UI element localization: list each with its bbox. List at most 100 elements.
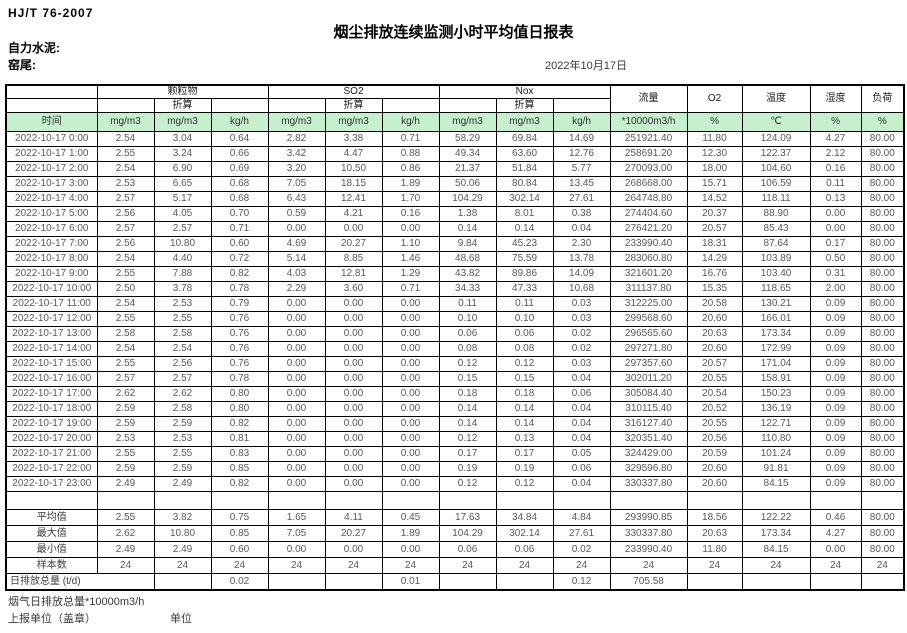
cell-value: 310115.40 bbox=[609, 401, 688, 417]
cell-value: 24 bbox=[809, 557, 862, 574]
cell-value: 0.00 bbox=[324, 356, 383, 372]
cell-value: 9.84 bbox=[438, 236, 497, 252]
header-group-pm: 颗粒物 bbox=[96, 84, 269, 99]
cell-value: 329596.80 bbox=[609, 461, 688, 477]
cell-value: 171.04 bbox=[741, 356, 811, 372]
cell-value: 0.06 bbox=[552, 386, 611, 402]
cell-value: 0.09 bbox=[809, 356, 862, 372]
cell-value: 2.58 bbox=[96, 326, 155, 342]
cell-value: 0.04 bbox=[552, 371, 611, 387]
cell-value: 80.00 bbox=[860, 356, 905, 372]
unit-cell: % bbox=[860, 112, 905, 132]
cell-value: 0.04 bbox=[552, 401, 611, 417]
cell-value: 87.64 bbox=[741, 236, 811, 252]
cell-value: 1.89 bbox=[381, 525, 440, 542]
cell-value: 84.15 bbox=[741, 476, 811, 492]
cell-value: 0.16 bbox=[809, 161, 862, 177]
cell-value: 24 bbox=[96, 557, 155, 574]
cell-value: 0.88 bbox=[381, 146, 440, 162]
cell-value: 0.09 bbox=[809, 431, 862, 447]
cell-value: 11.80 bbox=[686, 541, 743, 558]
cell-value: 24 bbox=[267, 557, 326, 574]
cell-value bbox=[860, 573, 905, 591]
cell-value: 296565.60 bbox=[609, 326, 688, 342]
cell-value: 10.80 bbox=[153, 525, 212, 542]
cell-value: 4.69 bbox=[267, 236, 326, 252]
cell-value: 0.12 bbox=[552, 573, 611, 591]
cell-time: 2022-10-17 0:00 bbox=[5, 131, 98, 147]
cell-value: 0.00 bbox=[267, 221, 326, 237]
cell-value: 2.54 bbox=[96, 296, 155, 312]
cell-value: 122.71 bbox=[741, 416, 811, 432]
cell-value: 0.64 bbox=[210, 131, 269, 147]
cell-value: 0.10 bbox=[495, 311, 554, 327]
header-blank bbox=[267, 98, 326, 113]
cell-value: 0.00 bbox=[381, 296, 440, 312]
cell-value: 0.00 bbox=[267, 341, 326, 357]
cell-value: 2.56 bbox=[96, 206, 155, 222]
unit-cell: ℃ bbox=[741, 112, 811, 132]
cell-value: 80.00 bbox=[860, 525, 905, 542]
cell-value: 2.55 bbox=[96, 266, 155, 282]
cell-value: 0.00 bbox=[381, 446, 440, 462]
cell-value: 0.71 bbox=[381, 131, 440, 147]
cell-value: 11.80 bbox=[686, 131, 743, 147]
cell-value: 2.59 bbox=[96, 461, 155, 477]
table-row: 2022-10-17 13:00 2.58 2.58 0.76 0.00 0.00 0.00… bbox=[5, 326, 905, 342]
summary-label: 最大值 bbox=[5, 525, 98, 542]
cell-value: 17.63 bbox=[438, 509, 497, 526]
cell-value: 24 bbox=[741, 557, 811, 574]
header-converted-pm: 折算 bbox=[153, 98, 212, 113]
cell-value: 0.02 bbox=[552, 341, 611, 357]
cell-time: 2022-10-17 19:00 bbox=[5, 416, 98, 432]
cell-value: 0.00 bbox=[267, 431, 326, 447]
cell-value: 0.08 bbox=[495, 341, 554, 357]
header-load: 负荷 bbox=[860, 84, 905, 113]
header-converted-nox: 折算 bbox=[495, 98, 554, 113]
cell-value: 0.17 bbox=[438, 446, 497, 462]
cell-value: 0.13 bbox=[495, 431, 554, 447]
unit-cell: *10000m3/h bbox=[609, 112, 688, 132]
table-row: 2022-10-17 23:00 2.49 2.49 0.82 0.00 0.00 0.00… bbox=[5, 476, 905, 492]
cell-value: 0.08 bbox=[438, 341, 497, 357]
cell-value: 0.14 bbox=[495, 401, 554, 417]
table-row: 2022-10-17 15:00 2.55 2.56 0.76 0.00 0.00 0.00… bbox=[5, 356, 905, 372]
header-humidity: 湿度 bbox=[809, 84, 862, 113]
cell-value: 20.63 bbox=[686, 525, 743, 542]
cell-value: 20.60 bbox=[686, 311, 743, 327]
cell-value: 20.58 bbox=[686, 296, 743, 312]
cell-time: 2022-10-17 1:00 bbox=[5, 146, 98, 162]
cell-value: 0.02 bbox=[210, 573, 269, 591]
cell-value: 12.41 bbox=[324, 191, 383, 207]
cell-value: 0.06 bbox=[495, 541, 554, 558]
cell-value: 299568.60 bbox=[609, 311, 688, 327]
cell-value: 7.88 bbox=[153, 266, 212, 282]
table-row: 2022-10-17 8:00 2.54 4.40 0.72 5.14 8.85 1.46 4… bbox=[5, 251, 905, 267]
cell-value: 705.58 bbox=[609, 573, 688, 591]
unit-cell: mg/m3 bbox=[267, 112, 326, 132]
cell-value: 0.86 bbox=[381, 161, 440, 177]
cell-value: 0.00 bbox=[267, 461, 326, 477]
cell-value: 0.18 bbox=[495, 386, 554, 402]
cell-value: 4.03 bbox=[267, 266, 326, 282]
cell-value: 2.58 bbox=[153, 326, 212, 342]
cell-value: 0.46 bbox=[809, 509, 862, 526]
cell-value: 0.68 bbox=[210, 191, 269, 207]
cell-value: 2.62 bbox=[153, 386, 212, 402]
cell-value: 0.00 bbox=[381, 416, 440, 432]
cell-value: 0.00 bbox=[381, 341, 440, 357]
cell-empty bbox=[153, 491, 212, 510]
cell-value: 316127.40 bbox=[609, 416, 688, 432]
header-blank bbox=[381, 98, 440, 113]
cell-value: 27.61 bbox=[552, 525, 611, 542]
cell-value: 0.00 bbox=[324, 386, 383, 402]
cell-value: 0.12 bbox=[438, 476, 497, 492]
unit-cell: kg/h bbox=[552, 112, 611, 132]
cell-value: 110.80 bbox=[741, 431, 811, 447]
flue-gas-total-note: 烟气日排放总量*10000m3/h bbox=[8, 596, 145, 608]
cell-value: 80.00 bbox=[860, 281, 905, 297]
cell-value bbox=[438, 573, 497, 591]
cell-value: 20.56 bbox=[686, 431, 743, 447]
cell-value: 0.78 bbox=[210, 281, 269, 297]
cell-empty bbox=[5, 491, 98, 510]
